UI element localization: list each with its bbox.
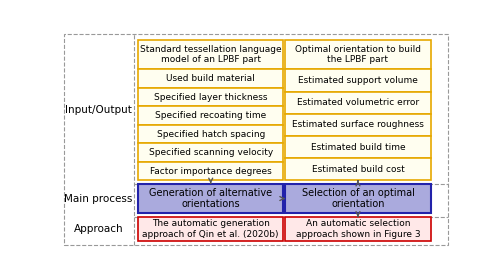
Text: Specified scanning velocity: Specified scanning velocity xyxy=(148,148,273,157)
FancyBboxPatch shape xyxy=(286,158,430,180)
Text: Main process: Main process xyxy=(64,194,132,204)
FancyBboxPatch shape xyxy=(286,92,430,114)
Text: Estimated volumetric error: Estimated volumetric error xyxy=(297,98,419,107)
FancyBboxPatch shape xyxy=(138,217,284,241)
Text: Standard tessellation language
model of an LPBF part: Standard tessellation language model of … xyxy=(140,45,282,64)
FancyBboxPatch shape xyxy=(286,136,430,158)
Text: Estimated surface roughness: Estimated surface roughness xyxy=(292,120,424,129)
FancyBboxPatch shape xyxy=(286,40,430,70)
Text: Optimal orientation to build
the LPBF part: Optimal orientation to build the LPBF pa… xyxy=(295,45,421,64)
Text: Estimated build cost: Estimated build cost xyxy=(312,165,404,174)
FancyBboxPatch shape xyxy=(286,184,430,214)
Text: Approach: Approach xyxy=(74,224,123,234)
Text: Generation of alternative
orientations: Generation of alternative orientations xyxy=(149,188,272,209)
Text: An automatic selection
approach shown in Figure 3: An automatic selection approach shown in… xyxy=(296,219,420,239)
Text: Estimated build time: Estimated build time xyxy=(310,143,406,152)
Text: Input/Output: Input/Output xyxy=(65,105,132,115)
Text: Selection of an optimal
orientation: Selection of an optimal orientation xyxy=(302,188,414,209)
FancyBboxPatch shape xyxy=(138,162,284,180)
Text: Estimated support volume: Estimated support volume xyxy=(298,76,418,85)
Text: Used build material: Used build material xyxy=(166,74,255,83)
Text: Factor importance degrees: Factor importance degrees xyxy=(150,167,272,176)
FancyBboxPatch shape xyxy=(138,88,284,106)
FancyBboxPatch shape xyxy=(286,217,430,241)
FancyBboxPatch shape xyxy=(138,106,284,125)
FancyBboxPatch shape xyxy=(286,70,430,92)
FancyBboxPatch shape xyxy=(138,143,284,162)
Text: The automatic generation
approach of Qin et al. (2020b): The automatic generation approach of Qin… xyxy=(142,219,279,239)
FancyBboxPatch shape xyxy=(138,125,284,143)
FancyBboxPatch shape xyxy=(286,114,430,136)
Text: Specified recoating time: Specified recoating time xyxy=(155,111,266,120)
Text: Specified layer thickness: Specified layer thickness xyxy=(154,93,268,102)
FancyBboxPatch shape xyxy=(138,184,284,214)
FancyBboxPatch shape xyxy=(138,70,284,88)
FancyBboxPatch shape xyxy=(138,40,284,70)
Text: Specified hatch spacing: Specified hatch spacing xyxy=(156,130,265,139)
